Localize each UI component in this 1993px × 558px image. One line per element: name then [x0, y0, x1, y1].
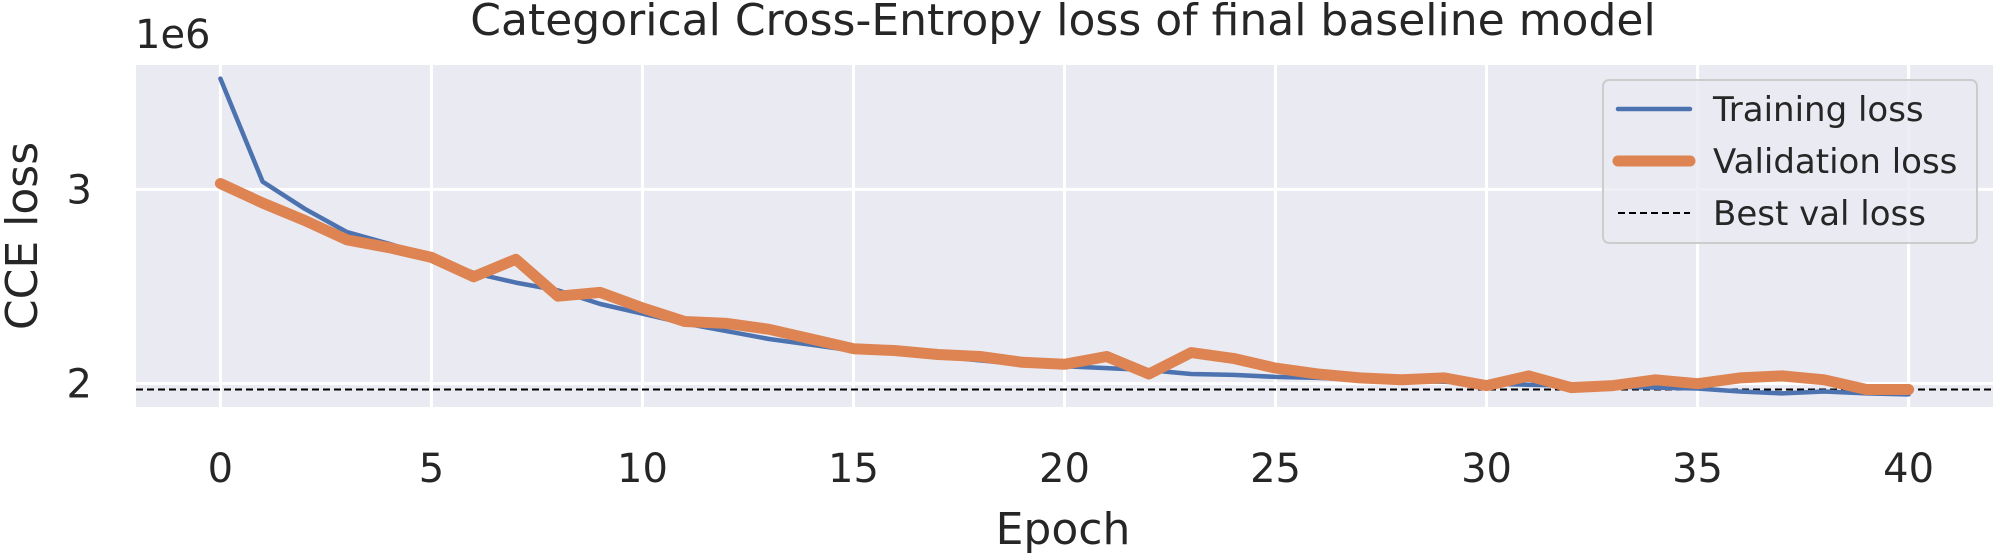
legend-training-loss-label: Training loss	[1712, 90, 1924, 130]
legend-box	[1602, 79, 1978, 244]
x-tick-label: 30	[1461, 446, 1512, 492]
y-ticks: 23	[67, 167, 92, 407]
x-tick-label: 25	[1250, 446, 1301, 492]
legend-validation-loss-label: Validation loss	[1713, 142, 1957, 182]
x-tick-label: 0	[208, 446, 233, 492]
y-tick-label: 2	[67, 362, 92, 408]
x-tick-label: 35	[1672, 446, 1723, 492]
legend-best-val-loss-label: Best val loss	[1713, 194, 1926, 234]
y-offset-label: 1e6	[135, 12, 211, 58]
x-ticks: 0 5 10 15 20 25 30 35 40	[208, 446, 1934, 492]
x-tick-label: 40	[1883, 446, 1934, 492]
x-tick-label: 5	[419, 446, 444, 492]
legend: Training loss Validation loss Best val los…	[1602, 79, 1978, 244]
chart-title: Categorical Cross-Entropy loss of final …	[470, 0, 1655, 46]
series-lines	[214, 76, 1915, 397]
x-tick-label: 20	[1039, 446, 1090, 492]
x-axis-label: Epoch	[996, 504, 1131, 555]
x-tick-label: 10	[617, 446, 668, 492]
x-tick-label: 15	[828, 446, 879, 492]
y-tick-label: 3	[67, 167, 92, 213]
validation-loss-line	[214, 178, 1915, 395]
y-axis-label: CCE loss	[0, 142, 48, 330]
